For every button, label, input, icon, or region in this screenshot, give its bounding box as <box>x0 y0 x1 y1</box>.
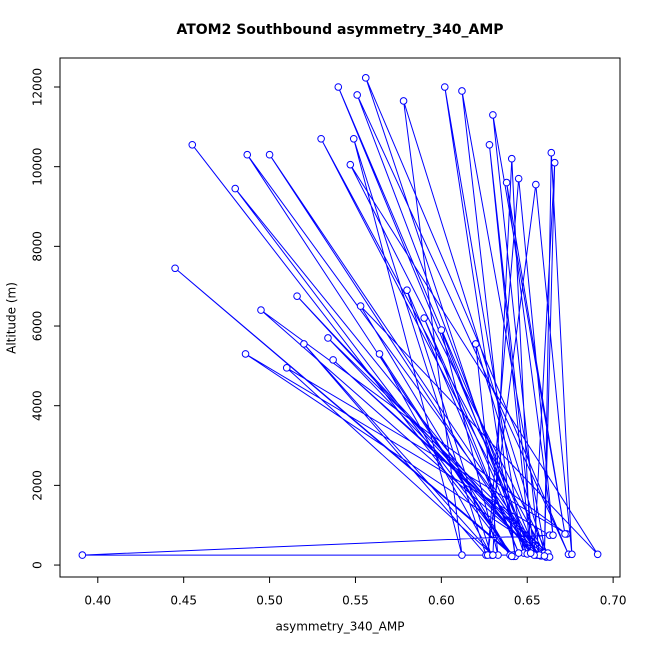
data-point <box>317 134 325 143</box>
data-point <box>440 83 449 91</box>
data-point <box>282 364 291 372</box>
y-axis-title: Altitude (m) <box>5 282 19 354</box>
y-tick-label: 12000 <box>31 68 45 106</box>
data-point <box>265 150 274 159</box>
y-tick-label: 6000 <box>31 311 45 342</box>
x-tick-label: 0.60 <box>428 594 455 608</box>
data-point <box>550 158 559 167</box>
data-point <box>568 550 576 559</box>
x-axis-title: asymmetry_340_AMP <box>276 620 405 634</box>
data-point <box>471 340 480 348</box>
data-point <box>361 74 370 82</box>
data-point <box>485 140 494 149</box>
data-point <box>349 134 358 143</box>
data-line <box>82 77 599 558</box>
data-point <box>420 314 428 322</box>
y-tick-label: 10000 <box>31 148 45 186</box>
data-point <box>489 551 497 559</box>
data-point <box>593 550 602 559</box>
data-point <box>188 140 197 149</box>
data-point <box>437 326 446 334</box>
data-point <box>324 334 332 342</box>
data-point <box>353 91 361 99</box>
data-point <box>547 148 556 157</box>
data-point <box>257 306 265 314</box>
data-point <box>489 111 497 119</box>
data-point <box>540 552 549 560</box>
data-point <box>241 350 250 358</box>
data-point <box>458 87 466 95</box>
x-tick-label: 0.45 <box>170 594 197 608</box>
data-point <box>334 83 343 91</box>
x-tick-label: 0.70 <box>600 594 627 608</box>
y-tick-label: 8000 <box>31 231 45 262</box>
data-point <box>346 160 355 169</box>
data-point <box>300 340 308 348</box>
x-tick-label: 0.40 <box>84 594 111 608</box>
data-point <box>293 292 301 300</box>
data-point <box>526 549 535 557</box>
x-tick-label: 0.50 <box>256 594 283 608</box>
chart-title: ATOM2 Southbound asymmetry_340_AMP <box>176 22 503 38</box>
data-point <box>78 551 87 559</box>
data-point <box>231 184 240 193</box>
x-tick-label: 0.65 <box>514 594 541 608</box>
data-point <box>514 549 523 557</box>
data-point <box>403 286 411 294</box>
data-point <box>329 356 337 364</box>
data-point <box>507 154 516 163</box>
data-point <box>502 178 511 187</box>
y-tick-label: 0 <box>31 561 45 569</box>
data-point <box>171 264 179 273</box>
plot-box <box>59 57 621 578</box>
data-point <box>514 174 523 183</box>
data-point <box>399 97 408 105</box>
data-point <box>507 552 516 561</box>
data-point <box>549 531 557 539</box>
data-point <box>243 150 252 159</box>
y-tick-label: 2000 <box>31 470 45 501</box>
x-tick-label: 0.55 <box>342 594 369 608</box>
y-tick-label: 4000 <box>31 390 45 421</box>
data-point <box>561 530 569 538</box>
data-point <box>458 551 466 559</box>
data-point <box>356 302 365 310</box>
data-point <box>375 350 384 358</box>
data-point <box>532 180 540 189</box>
